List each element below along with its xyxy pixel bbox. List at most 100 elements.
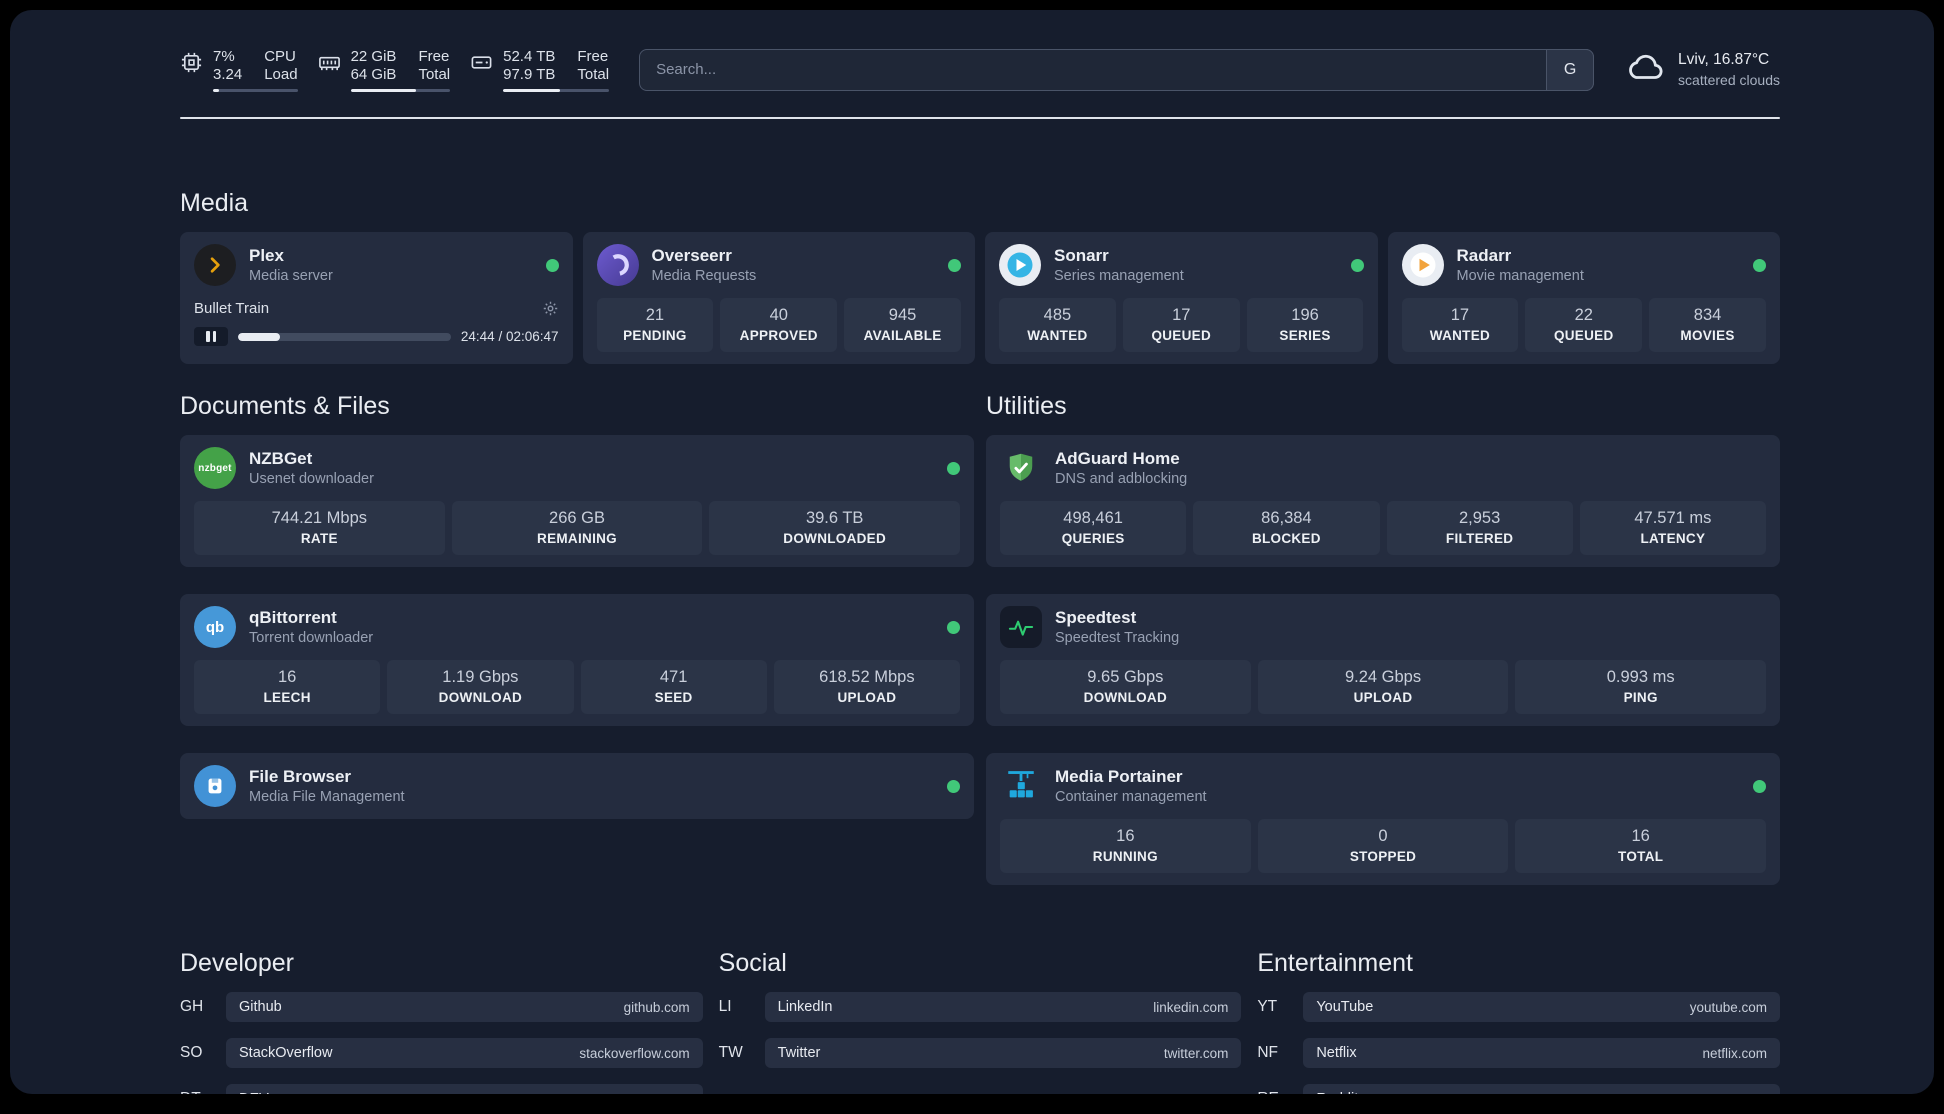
memory-widget: 22 GiB Free 64 GiB Total	[318, 48, 451, 92]
bookmark-abbr: RE	[1257, 1090, 1303, 1094]
card-nzbget[interactable]: nzbget NZBGet Usenet downloader 744.21 M…	[180, 435, 974, 567]
cpu-load-value: 3.24	[213, 65, 243, 83]
service-name: Overseerr	[651, 246, 732, 265]
disk-usage-bar	[503, 88, 610, 92]
stat-pending: 21 PENDING	[596, 298, 714, 352]
memory-usage-bar	[350, 88, 451, 92]
section-title-developer: Developer	[180, 949, 294, 977]
status-dot	[1350, 258, 1364, 272]
service-subtitle: Usenet downloader	[249, 471, 374, 487]
cpu-widget: 7% CPU 3.24 Load	[180, 48, 298, 92]
now-playing-title: Bullet Train	[194, 300, 270, 317]
status-dot	[947, 779, 960, 793]
service-name: Sonarr	[1054, 246, 1109, 265]
status-dot	[545, 258, 559, 272]
nzbget-icon: nzbget	[194, 447, 236, 489]
search-provider-button[interactable]: G	[1546, 48, 1595, 91]
bookmark-netflix[interactable]: Netflix netflix.com	[1303, 1038, 1780, 1068]
section-title-social: Social	[718, 949, 787, 977]
bookmark-abbr: SO	[180, 1044, 203, 1061]
cpu-label-top: CPU	[264, 47, 296, 65]
service-subtitle: Media File Management	[249, 789, 405, 805]
card-overseerr[interactable]: Overseerr Media Requests 21 PENDING 40 A…	[582, 232, 975, 364]
stat-download: 9.65 Gbps DOWNLOAD	[1000, 660, 1251, 714]
bookmark-group-entertainment: Entertainment YT YouTube youtube.com NF …	[1257, 949, 1780, 1094]
card-filebrowser[interactable]: File Browser Media File Management	[180, 753, 974, 819]
weather-location: Lviv, 16.87°C	[1678, 51, 1770, 68]
memory-label-top: Free	[418, 47, 450, 65]
stat-approved: 40 APPROVED	[720, 298, 838, 352]
cpu-label-bottom: Load	[264, 65, 298, 83]
bookmark-abbr: TW	[718, 1044, 743, 1061]
service-name: AdGuard Home	[1055, 449, 1180, 468]
status-dot	[1753, 258, 1766, 272]
bookmark-group-developer: Developer GH Github github.com SO StackO…	[180, 949, 703, 1094]
adguard-icon	[1000, 447, 1042, 489]
bookmark-github[interactable]: Github github.com	[226, 992, 703, 1022]
search-bar: G	[639, 48, 1595, 91]
bookmark-row: DT DEV dev.to	[180, 1084, 703, 1094]
bookmark-twitter[interactable]: Twitter twitter.com	[764, 1038, 1242, 1068]
stat-remaining: 266 GB REMAINING	[451, 501, 703, 555]
stat-stopped: 0 STOPPED	[1257, 819, 1509, 873]
section-title-media: Media	[180, 189, 249, 217]
bookmark-row: RE Reddit reddit.com	[1257, 1084, 1780, 1094]
filebrowser-icon	[194, 765, 236, 807]
weather-condition: scattered clouds	[1678, 72, 1780, 88]
bookmark-row: TW Twitter twitter.com	[719, 1038, 1242, 1068]
bookmark-linkedin[interactable]: LinkedIn linkedin.com	[764, 992, 1242, 1022]
service-name: File Browser	[249, 767, 352, 786]
card-portainer[interactable]: Media Portainer Container management 16 …	[986, 753, 1780, 885]
stat-series: 196 SERIES	[1246, 298, 1364, 352]
weather-widget: Lviv, 16.87°C scattered clouds	[1624, 46, 1780, 93]
bookmark-row: SO StackOverflow stackoverflow.com	[180, 1038, 703, 1068]
service-subtitle: Media Requests	[651, 268, 757, 284]
documents-column: Documents & Files nzbget NZBGet Usenet d…	[180, 392, 974, 885]
memory-total-value: 64 GiB	[350, 65, 397, 83]
playback-time: 24:44 / 02:06:47	[460, 329, 559, 344]
card-qbittorrent[interactable]: qb qBittorrent Torrent downloader 16 LEE…	[180, 594, 974, 726]
disk-widget: 52.4 TB Free 97.9 TB Total	[470, 48, 610, 92]
stat-seed: 471 SEED	[580, 660, 767, 714]
memory-free-value: 22 GiB	[350, 47, 397, 65]
card-plex[interactable]: Plex Media server Bullet Train	[180, 232, 573, 364]
dashboard-page: 7% CPU 3.24 Load 22 GiB Free 6	[10, 10, 1934, 1094]
disk-icon	[470, 51, 493, 74]
search-input[interactable]	[639, 48, 1595, 91]
status-dot	[948, 258, 961, 272]
stat-latency: 47.571 ms LATENCY	[1579, 501, 1766, 555]
utilities-column: Utilities	[986, 392, 1780, 885]
disk-label-bottom: Total	[577, 65, 610, 83]
stat-upload: 9.24 Gbps UPLOAD	[1257, 660, 1509, 714]
section-title-entertainment: Entertainment	[1257, 949, 1413, 977]
bookmark-dev[interactable]: DEV dev.to	[226, 1084, 703, 1094]
service-subtitle: Speedtest Tracking	[1055, 630, 1180, 646]
stat-downloaded: 39.6 TB DOWNLOADED	[709, 501, 961, 555]
topbar: 7% CPU 3.24 Load 22 GiB Free 6	[180, 46, 1780, 93]
stat-running: 16 RUNNING	[1000, 819, 1251, 873]
sonarr-icon	[999, 244, 1041, 286]
card-radarr[interactable]: Radarr Movie management 17 WANTED 22 QUE…	[1387, 232, 1780, 364]
card-adguard[interactable]: AdGuard Home DNS and adblocking 498,461 …	[986, 435, 1780, 567]
service-subtitle: Series management	[1054, 268, 1184, 284]
bookmark-youtube[interactable]: YouTube youtube.com	[1303, 992, 1780, 1022]
topbar-divider	[180, 117, 1780, 119]
playback-progress-bar[interactable]	[238, 332, 451, 341]
status-dot	[947, 620, 960, 634]
card-speedtest[interactable]: Speedtest Speedtest Tracking 9.65 Gbps D…	[986, 594, 1780, 726]
bookmark-row: GH Github github.com	[180, 992, 703, 1022]
service-subtitle: Torrent downloader	[249, 630, 374, 646]
card-sonarr[interactable]: Sonarr Series management 485 WANTED 17 Q…	[985, 232, 1378, 364]
bookmark-reddit[interactable]: Reddit reddit.com	[1303, 1084, 1780, 1094]
gear-icon[interactable]	[542, 300, 559, 317]
pause-button[interactable]	[194, 327, 228, 346]
bookmark-stackoverflow[interactable]: StackOverflow stackoverflow.com	[226, 1038, 703, 1068]
stat-download: 1.19 Gbps DOWNLOAD	[387, 660, 574, 714]
disk-total-value: 97.9 TB	[503, 65, 556, 83]
section-media: Media Plex Media server	[180, 189, 1780, 364]
cpu-percent: 7%	[213, 47, 235, 65]
bookmark-row: YT YouTube youtube.com	[1257, 992, 1780, 1022]
bookmark-row: LI LinkedIn linkedin.com	[719, 992, 1242, 1022]
section-documents-utilities: Documents & Files nzbget NZBGet Usenet d…	[180, 392, 1780, 885]
qbittorrent-icon: qb	[194, 606, 236, 648]
